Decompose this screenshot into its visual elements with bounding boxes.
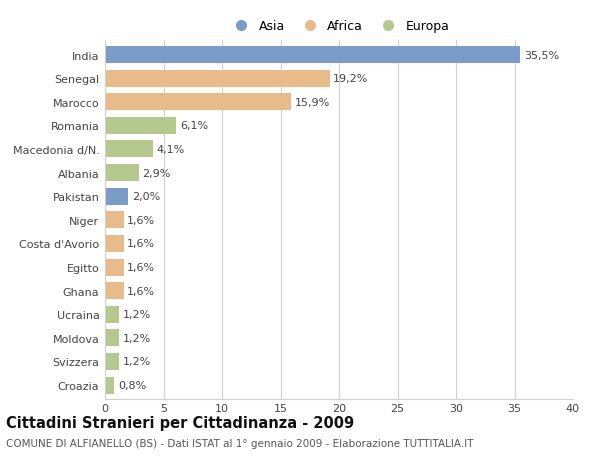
Text: 1,2%: 1,2% bbox=[122, 309, 151, 319]
Bar bbox=[105, 141, 153, 158]
Text: 6,1%: 6,1% bbox=[180, 121, 208, 131]
Bar bbox=[105, 47, 520, 64]
Text: 1,6%: 1,6% bbox=[127, 215, 155, 225]
Text: 19,2%: 19,2% bbox=[333, 74, 368, 84]
Text: 1,6%: 1,6% bbox=[127, 239, 155, 249]
Text: 1,2%: 1,2% bbox=[122, 333, 151, 343]
Bar bbox=[105, 353, 119, 370]
Text: 1,6%: 1,6% bbox=[127, 263, 155, 273]
Legend: Asia, Africa, Europa: Asia, Africa, Europa bbox=[223, 15, 455, 38]
Bar bbox=[105, 71, 329, 88]
Bar bbox=[105, 165, 139, 182]
Bar bbox=[105, 377, 115, 394]
Text: 2,0%: 2,0% bbox=[132, 192, 160, 202]
Text: 0,8%: 0,8% bbox=[118, 380, 146, 390]
Text: 4,1%: 4,1% bbox=[157, 145, 185, 155]
Bar bbox=[105, 259, 124, 276]
Bar bbox=[105, 235, 124, 252]
Bar bbox=[105, 212, 124, 229]
Bar bbox=[105, 188, 128, 205]
Bar bbox=[105, 118, 176, 134]
Text: 35,5%: 35,5% bbox=[524, 50, 559, 61]
Bar bbox=[105, 306, 119, 323]
Bar bbox=[105, 282, 124, 299]
Text: 1,2%: 1,2% bbox=[122, 357, 151, 367]
Text: Cittadini Stranieri per Cittadinanza - 2009: Cittadini Stranieri per Cittadinanza - 2… bbox=[6, 415, 354, 431]
Text: COMUNE DI ALFIANELLO (BS) - Dati ISTAT al 1° gennaio 2009 - Elaborazione TUTTITA: COMUNE DI ALFIANELLO (BS) - Dati ISTAT a… bbox=[6, 438, 473, 448]
Bar bbox=[105, 330, 119, 347]
Text: 1,6%: 1,6% bbox=[127, 286, 155, 296]
Bar bbox=[105, 94, 291, 111]
Text: 15,9%: 15,9% bbox=[295, 98, 330, 107]
Text: 2,9%: 2,9% bbox=[142, 168, 171, 178]
